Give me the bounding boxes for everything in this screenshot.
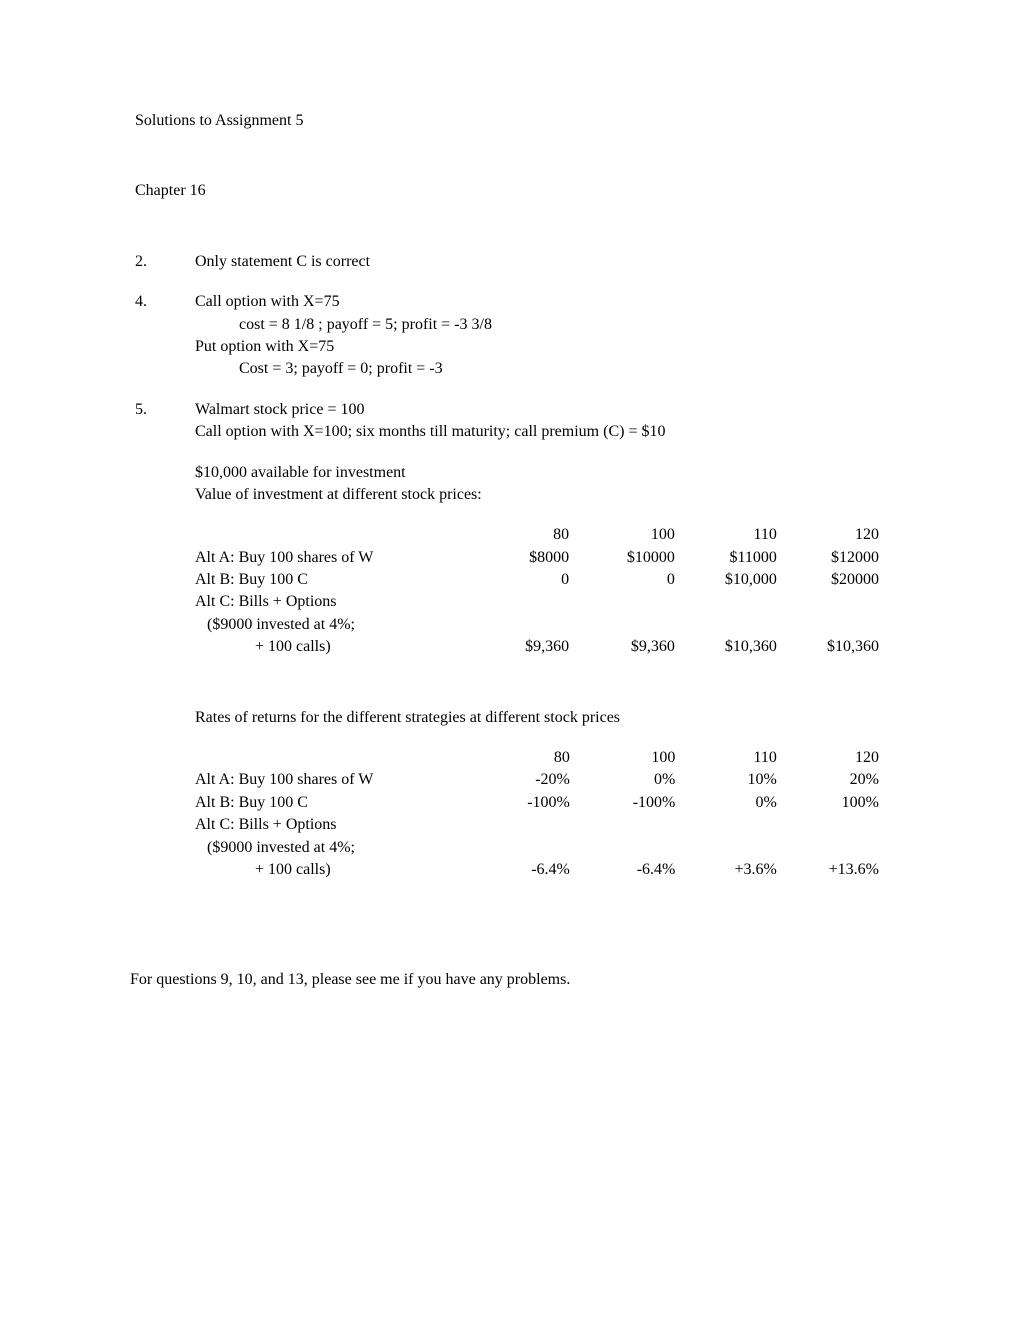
rates-heading: Rates of returns for the different strat… xyxy=(195,707,885,729)
table-cell xyxy=(483,591,579,613)
table-cell xyxy=(783,614,885,636)
table-cell: -100% xyxy=(484,792,580,814)
q4-line3: Put option with X=75 xyxy=(195,336,885,358)
table-cell: $10,360 xyxy=(783,636,885,658)
rates-table: 80 100 110 120 Alt A: Buy 100 shares of … xyxy=(195,747,885,881)
table-cell: $12000 xyxy=(783,547,885,569)
table-cell: -20% xyxy=(484,769,580,791)
table-cell: 0 xyxy=(483,569,579,591)
table-cell: +3.6% xyxy=(681,859,782,881)
table-cell xyxy=(783,814,885,836)
table-cell xyxy=(783,591,885,613)
table-cell: $9,360 xyxy=(483,636,579,658)
table-cell: $10,000 xyxy=(681,569,783,591)
table-cell: $9,360 xyxy=(579,636,681,658)
table-cell: 0 xyxy=(579,569,681,591)
doc-title: Solutions to Assignment 5 xyxy=(135,110,885,132)
table-cell xyxy=(681,837,782,859)
table-cell: -6.4% xyxy=(484,859,580,881)
q4-body: Call option with X=75 cost = 8 1/8 ; pay… xyxy=(195,291,885,381)
q2-text: Only statement C is correct xyxy=(195,251,885,273)
table-cell xyxy=(579,614,681,636)
table-header: 110 xyxy=(681,747,782,769)
table-cell xyxy=(681,814,782,836)
table-cell xyxy=(681,614,783,636)
table-cell: 10% xyxy=(681,769,782,791)
table-cell xyxy=(783,837,885,859)
table-row-label: Alt C: Bills + Options xyxy=(195,814,484,836)
table-cell: 20% xyxy=(783,769,885,791)
table-cell xyxy=(195,524,483,546)
q5-line1: Walmart stock price = 100 xyxy=(195,399,885,421)
q4-number: 4. xyxy=(135,291,195,381)
page: Solutions to Assignment 5 Chapter 16 2. … xyxy=(0,0,1020,992)
table-cell: 0% xyxy=(681,792,782,814)
table-cell xyxy=(579,591,681,613)
q5-line4: Value of investment at different stock p… xyxy=(195,484,885,506)
table-header: 100 xyxy=(580,747,682,769)
table-row-label: Alt A: Buy 100 shares of W xyxy=(195,769,484,791)
table-header: 110 xyxy=(681,524,783,546)
question-4: 4. Call option with X=75 cost = 8 1/8 ; … xyxy=(135,291,885,381)
table-cell: -100% xyxy=(580,792,682,814)
footer-note: For questions 9, 10, and 13, please see … xyxy=(130,969,885,991)
question-2: 2. Only statement C is correct xyxy=(135,251,885,273)
table-header: 80 xyxy=(484,747,580,769)
table-row-label: Alt B: Buy 100 C xyxy=(195,569,483,591)
table-cell: 100% xyxy=(783,792,885,814)
table-row-label: Alt B: Buy 100 C xyxy=(195,792,484,814)
table-header: 120 xyxy=(783,524,885,546)
q5-line3: $10,000 available for investment xyxy=(195,462,885,484)
q5-body: Walmart stock price = 100 Call option wi… xyxy=(195,399,885,882)
table-row-label: ($9000 invested at 4%; xyxy=(195,837,484,859)
table-cell: $10000 xyxy=(579,547,681,569)
table-cell: -6.4% xyxy=(580,859,682,881)
table-cell: $10,360 xyxy=(681,636,783,658)
table-row-label: + 100 calls) xyxy=(195,636,483,658)
table-cell: 0% xyxy=(580,769,682,791)
table-cell xyxy=(580,837,682,859)
table-cell: $20000 xyxy=(783,569,885,591)
q4-line2: cost = 8 1/8 ; payoff = 5; profit = -3 3… xyxy=(195,314,885,336)
table-row-label: + 100 calls) xyxy=(195,859,484,881)
table-cell: +13.6% xyxy=(783,859,885,881)
table-cell xyxy=(484,814,580,836)
q2-number: 2. xyxy=(135,251,195,273)
table-cell: $8000 xyxy=(483,547,579,569)
table-row-label: ($9000 invested at 4%; xyxy=(195,614,483,636)
values-table: 80 100 110 120 Alt A: Buy 100 shares of … xyxy=(195,524,885,658)
table-header: 80 xyxy=(483,524,579,546)
table-cell xyxy=(483,614,579,636)
table-cell xyxy=(681,591,783,613)
table-header: 120 xyxy=(783,747,885,769)
table-row-label: Alt C: Bills + Options xyxy=(195,591,483,613)
table-row-label: Alt A: Buy 100 shares of W xyxy=(195,547,483,569)
chapter-heading: Chapter 16 xyxy=(135,180,885,202)
q5-line2: Call option with X=100; six months till … xyxy=(195,421,885,443)
table-cell xyxy=(195,747,484,769)
table-cell xyxy=(580,814,682,836)
table-header: 100 xyxy=(579,524,681,546)
q4-line4: Cost = 3; payoff = 0; profit = -3 xyxy=(195,358,885,380)
question-5: 5. Walmart stock price = 100 Call option… xyxy=(135,399,885,882)
table-cell xyxy=(484,837,580,859)
table-cell: $11000 xyxy=(681,547,783,569)
q5-number: 5. xyxy=(135,399,195,882)
q4-line1: Call option with X=75 xyxy=(195,291,885,313)
